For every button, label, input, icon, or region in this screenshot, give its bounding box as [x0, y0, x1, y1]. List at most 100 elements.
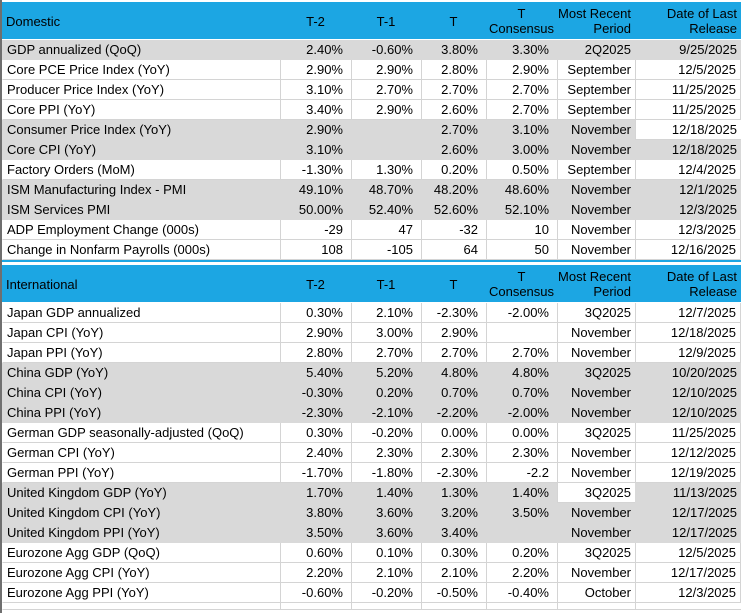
column-header-t-consensus[interactable]: T Consensus	[488, 6, 555, 36]
value-cell[interactable]: 52.40%	[351, 200, 421, 220]
indicator-label[interactable]: Japan PPI (YoY)	[2, 343, 280, 363]
value-cell[interactable]: 3.50%	[280, 523, 351, 543]
value-cell[interactable]: 2.90%	[351, 60, 421, 80]
indicator-label[interactable]: China CPI (YoY)	[2, 383, 280, 403]
most-recent-period-cell[interactable]: November	[557, 220, 635, 240]
release-date-cell[interactable]: 12/3/2025	[635, 200, 741, 220]
value-cell[interactable]: 0.00%	[486, 423, 557, 443]
indicator-label[interactable]: China GDP (YoY)	[2, 363, 280, 383]
release-date-cell[interactable]: 12/9/2025	[635, 343, 741, 363]
value-cell[interactable]: 2.40%	[280, 40, 351, 60]
most-recent-period-cell[interactable]: 3Q2025	[557, 363, 635, 383]
indicator-label[interactable]: Core PCE Price Index (YoY)	[2, 60, 280, 80]
release-date-cell[interactable]: 12/17/2025	[635, 503, 741, 523]
most-recent-period-cell[interactable]: 2Q2025	[557, 40, 635, 60]
value-cell[interactable]: 3.30%	[486, 40, 557, 60]
value-cell[interactable]: 3.50%	[486, 503, 557, 523]
indicator-label[interactable]: Consumer Price Index (YoY)	[2, 120, 280, 140]
value-cell[interactable]: 2.90%	[280, 323, 351, 343]
release-date-cell[interactable]: 12/19/2025	[635, 463, 741, 483]
value-cell[interactable]: 2.60%	[421, 140, 486, 160]
release-date-cell[interactable]: 9/25/2025	[635, 40, 741, 60]
value-cell[interactable]: 50	[486, 240, 557, 260]
value-cell[interactable]: 3.60%	[351, 503, 421, 523]
most-recent-period-cell[interactable]: November	[557, 343, 635, 363]
release-date-cell[interactable]: 12/17/2025	[635, 563, 741, 583]
indicator-label[interactable]: Core PPI (YoY)	[2, 100, 280, 120]
value-cell[interactable]: 2.70%	[421, 120, 486, 140]
value-cell[interactable]: -105	[351, 240, 421, 260]
most-recent-period-cell[interactable]: 3Q2025	[557, 483, 635, 503]
value-cell[interactable]: 3.60%	[351, 523, 421, 543]
value-cell[interactable]: 2.70%	[486, 100, 557, 120]
value-cell[interactable]	[486, 523, 557, 543]
release-date-cell[interactable]: 12/5/2025	[635, 543, 741, 563]
value-cell[interactable]: -0.40%	[486, 583, 557, 603]
value-cell[interactable]: -1.70%	[280, 463, 351, 483]
most-recent-period-cell[interactable]: 3Q2025	[557, 543, 635, 563]
column-header-most-recent-period[interactable]: Most Recent Period	[558, 269, 631, 299]
indicator-label[interactable]: ISM Services PMI	[2, 200, 280, 220]
most-recent-period-cell[interactable]: September	[557, 80, 635, 100]
indicator-label[interactable]: ISM Manufacturing Index - PMI	[2, 180, 280, 200]
column-header-date-of-last-release[interactable]: Date of Last Release	[666, 6, 737, 36]
most-recent-period-cell[interactable]: November	[557, 383, 635, 403]
value-cell[interactable]: 2.90%	[421, 323, 486, 343]
column-header-t-2[interactable]: T-2	[306, 13, 325, 29]
most-recent-period-cell[interactable]: November	[557, 403, 635, 423]
release-date-cell[interactable]: 11/13/2025	[635, 483, 741, 503]
most-recent-period-cell[interactable]: September	[557, 100, 635, 120]
value-cell[interactable]: 2.90%	[351, 100, 421, 120]
column-header-t-1[interactable]: T-1	[376, 276, 396, 292]
value-cell[interactable]: 3.20%	[421, 503, 486, 523]
value-cell[interactable]: 0.50%	[486, 160, 557, 180]
value-cell[interactable]: 2.40%	[280, 443, 351, 463]
indicator-label[interactable]: Factory Orders (MoM)	[2, 160, 280, 180]
value-cell[interactable]: 4.80%	[421, 363, 486, 383]
value-cell[interactable]: 3.10%	[486, 120, 557, 140]
release-date-cell[interactable]: 12/3/2025	[635, 583, 741, 603]
value-cell[interactable]: 2.10%	[351, 563, 421, 583]
most-recent-period-cell[interactable]: November	[557, 140, 635, 160]
value-cell[interactable]: 3.00%	[486, 140, 557, 160]
value-cell[interactable]	[351, 140, 421, 160]
column-header-most-recent-period[interactable]: Most Recent Period	[558, 6, 631, 36]
value-cell[interactable]: 3.80%	[421, 40, 486, 60]
value-cell[interactable]: 2.80%	[421, 60, 486, 80]
value-cell[interactable]: 2.10%	[421, 563, 486, 583]
release-date-cell[interactable]: 11/25/2025	[635, 80, 741, 100]
value-cell[interactable]: 0.70%	[421, 383, 486, 403]
value-cell[interactable]: 0.30%	[280, 303, 351, 323]
most-recent-period-cell[interactable]: September	[557, 60, 635, 80]
value-cell[interactable]: 3.10%	[280, 80, 351, 100]
release-date-cell[interactable]: 12/3/2025	[635, 220, 741, 240]
value-cell[interactable]: 0.20%	[351, 383, 421, 403]
indicator-label[interactable]: Producer Price Index (YoY)	[2, 80, 280, 100]
indicator-label[interactable]: German GDP seasonally-adjusted (QoQ)	[2, 423, 280, 443]
release-date-cell[interactable]: 12/18/2025	[635, 323, 741, 343]
value-cell[interactable]: 2.30%	[486, 443, 557, 463]
value-cell[interactable]: 52.10%	[486, 200, 557, 220]
value-cell[interactable]: -1.80%	[351, 463, 421, 483]
value-cell[interactable]: -0.60%	[280, 583, 351, 603]
value-cell[interactable]: 2.80%	[280, 343, 351, 363]
release-date-cell[interactable]: 12/4/2025	[635, 160, 741, 180]
most-recent-period-cell[interactable]: November	[557, 503, 635, 523]
value-cell[interactable]: 3.80%	[280, 503, 351, 523]
section-title-domestic[interactable]: Domestic	[6, 13, 61, 29]
value-cell[interactable]: 2.20%	[486, 563, 557, 583]
value-cell[interactable]: 49.10%	[280, 180, 351, 200]
value-cell[interactable]: 0.70%	[486, 383, 557, 403]
most-recent-period-cell[interactable]: November	[557, 200, 635, 220]
most-recent-period-cell[interactable]: 3Q2025	[557, 423, 635, 443]
value-cell[interactable]: -29	[280, 220, 351, 240]
value-cell[interactable]: 5.20%	[351, 363, 421, 383]
value-cell[interactable]: 2.90%	[280, 120, 351, 140]
value-cell[interactable]: -0.50%	[421, 583, 486, 603]
release-date-cell[interactable]: 12/10/2025	[635, 383, 741, 403]
value-cell[interactable]: 1.30%	[351, 160, 421, 180]
value-cell[interactable]: -0.20%	[351, 423, 421, 443]
value-cell[interactable]: 0.60%	[280, 543, 351, 563]
value-cell[interactable]: 47	[351, 220, 421, 240]
value-cell[interactable]: 3.40%	[421, 523, 486, 543]
